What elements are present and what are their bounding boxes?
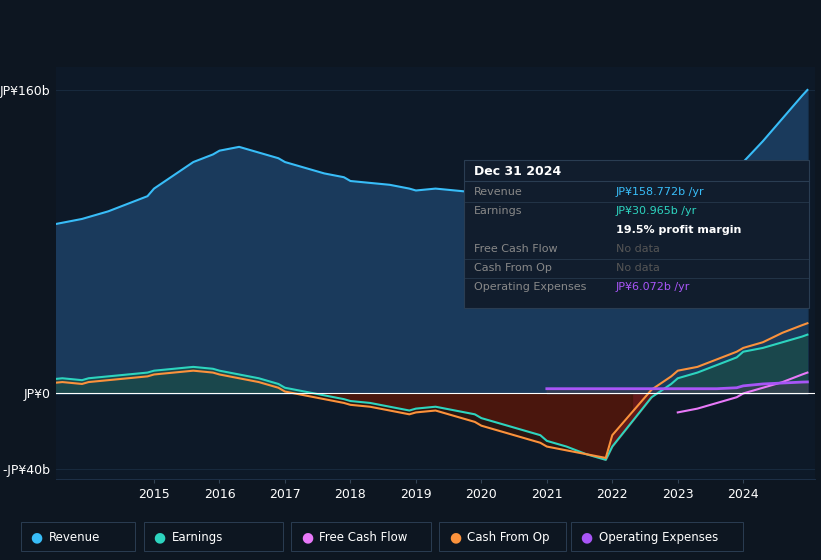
Text: 19.5% profit margin: 19.5% profit margin xyxy=(616,225,741,235)
Text: ●: ● xyxy=(30,530,43,544)
Text: JP¥6.072b /yr: JP¥6.072b /yr xyxy=(616,282,690,292)
Text: ●: ● xyxy=(154,530,166,544)
Text: JP¥158.772b /yr: JP¥158.772b /yr xyxy=(616,187,704,197)
Text: Dec 31 2024: Dec 31 2024 xyxy=(474,165,561,179)
Text: ●: ● xyxy=(580,530,593,544)
Text: ●: ● xyxy=(449,530,461,544)
Text: No data: No data xyxy=(616,263,659,273)
Text: Operating Expenses: Operating Expenses xyxy=(474,282,586,292)
Text: Cash From Op: Cash From Op xyxy=(474,263,552,273)
Text: Cash From Op: Cash From Op xyxy=(467,530,549,544)
Text: ●: ● xyxy=(301,530,314,544)
Text: Earnings: Earnings xyxy=(172,530,223,544)
Text: Revenue: Revenue xyxy=(48,530,100,544)
Text: Operating Expenses: Operating Expenses xyxy=(599,530,718,544)
Text: No data: No data xyxy=(616,244,659,254)
Text: Revenue: Revenue xyxy=(474,187,522,197)
Text: Free Cash Flow: Free Cash Flow xyxy=(319,530,408,544)
Text: JP¥30.965b /yr: JP¥30.965b /yr xyxy=(616,206,697,216)
Text: Earnings: Earnings xyxy=(474,206,522,216)
Text: Free Cash Flow: Free Cash Flow xyxy=(474,244,557,254)
